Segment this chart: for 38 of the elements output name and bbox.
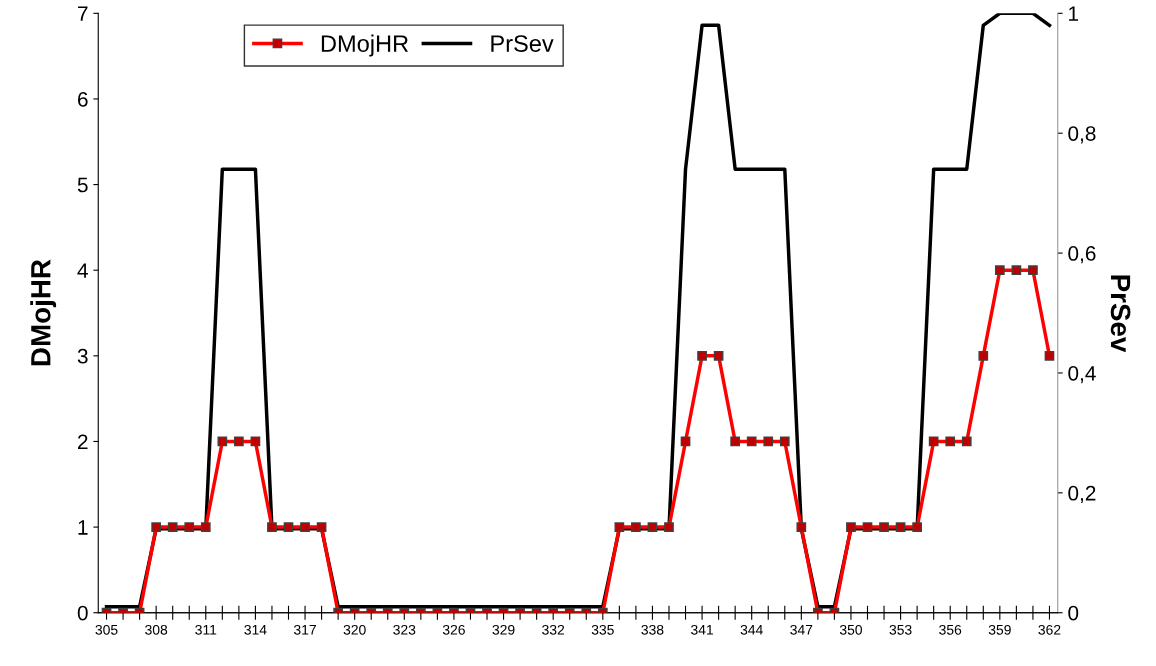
x-tick-label: 305 bbox=[95, 624, 118, 635]
x-tick-label: 311 bbox=[195, 624, 217, 635]
y2-tick-label: 0,8 bbox=[1068, 126, 1096, 144]
y-tick-label: 6 bbox=[78, 91, 88, 107]
x-tick-label: 329 bbox=[492, 624, 515, 635]
y2-tick-label: 0 bbox=[1068, 605, 1079, 621]
y-tick-label: 1 bbox=[78, 520, 88, 535]
y-tick-label: 2 bbox=[78, 434, 88, 450]
x-tick-label: 308 bbox=[145, 624, 168, 635]
y2-tick-label: 0,2 bbox=[1068, 485, 1096, 504]
y2-tick-label: 1 bbox=[1069, 6, 1079, 21]
x-tick-label: 320 bbox=[343, 624, 366, 635]
y2-axis-title: PrSev bbox=[1110, 275, 1131, 353]
y2-tick-label: 0,6 bbox=[1068, 246, 1096, 264]
y-tick-label: 4 bbox=[77, 263, 88, 278]
x-tick-label: 347 bbox=[790, 624, 813, 635]
x-tick-label: 317 bbox=[293, 624, 316, 635]
x-tick-label: 323 bbox=[393, 624, 416, 635]
x-tick-label: 344 bbox=[740, 624, 763, 635]
legend-label: DMojHR bbox=[321, 34, 409, 57]
x-tick-label: 341 bbox=[691, 624, 713, 635]
x-tick-label: 356 bbox=[939, 624, 962, 635]
x-tick-label: 326 bbox=[442, 624, 465, 635]
x-tick-label: 350 bbox=[839, 624, 862, 635]
y-tick-label: 7 bbox=[78, 6, 88, 21]
x-tick-label: 359 bbox=[988, 624, 1011, 635]
x-tick-label: 362 bbox=[1038, 624, 1061, 635]
legend-label: PrSev bbox=[491, 35, 554, 52]
y-tick-label: 0 bbox=[77, 605, 88, 621]
x-tick-label: 332 bbox=[542, 624, 565, 635]
y-tick-label: 5 bbox=[77, 177, 88, 193]
x-tick-label: 338 bbox=[641, 624, 664, 635]
x-tick-label: 353 bbox=[889, 624, 912, 635]
x-tick-label: 314 bbox=[244, 624, 267, 635]
y-tick-label: 3 bbox=[77, 348, 88, 364]
y-axis-title: DMojHR bbox=[30, 259, 57, 366]
x-tick-label: 335 bbox=[591, 624, 614, 635]
y2-tick-label: 0,4 bbox=[1068, 365, 1096, 384]
